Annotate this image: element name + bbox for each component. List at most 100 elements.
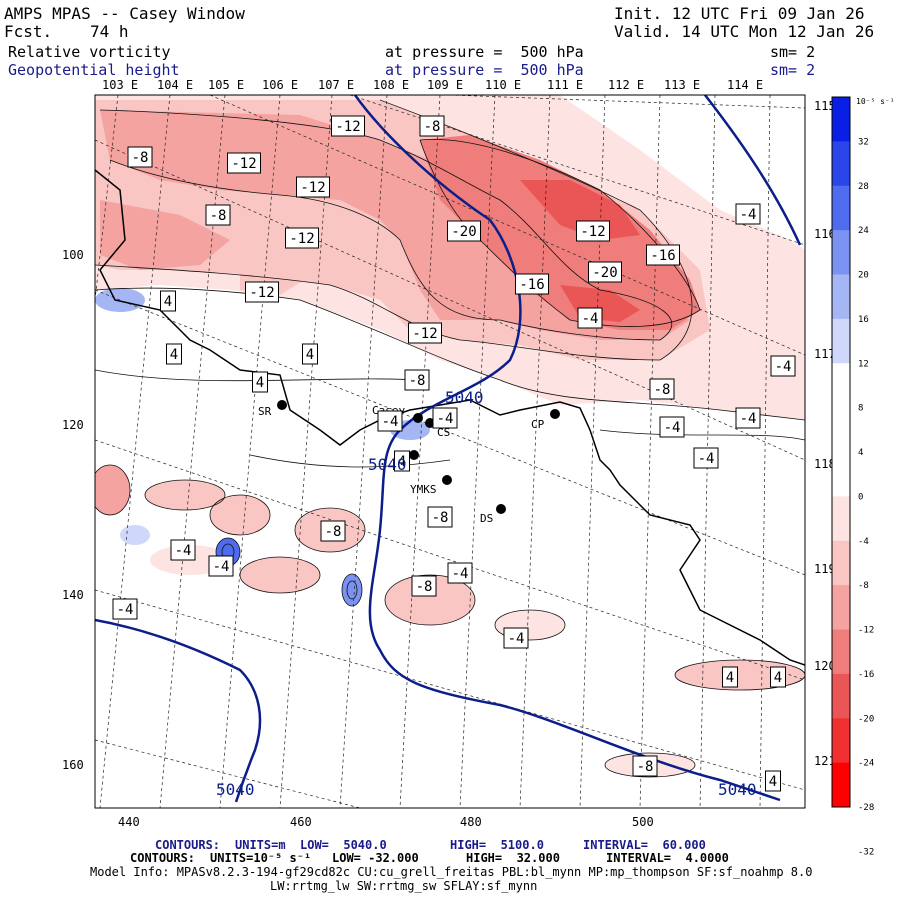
colorbar-swatch [832,496,850,542]
svg-text:-4: -4 [664,420,681,436]
contour-label: -4 [659,416,685,438]
field-pressure-height: at pressure = 500 hPa [385,61,584,79]
contours-height-high: HIGH= 5100.0 [450,838,544,852]
station-extra-marker [409,450,419,460]
y-axis: 100 120 140 160 [62,248,84,772]
contours-vort-units: UNITS=10⁻⁵ s⁻¹ [210,851,312,865]
svg-text:-4: -4 [382,414,399,430]
colorbar-swatch [832,762,850,808]
contour-label: -8 [127,146,153,168]
contours-height-low: LOW= 5040.0 [300,838,387,852]
height-value-labels: 5040 5040 5040 5040 [216,388,757,799]
svg-text:-8: -8 [637,759,654,775]
svg-text:-12: -12 [249,285,274,301]
svg-text:-4: -4 [775,359,792,375]
contour-label: -16 [646,244,680,266]
svg-text:-12: -12 [335,119,360,135]
contours-height-units: UNITS=m [235,838,286,852]
colorbar-swatch [832,363,850,409]
colorbar-label: -32 [858,847,874,857]
svg-text:-8: -8 [424,119,441,135]
svg-text:-4: -4 [698,451,715,467]
field-pressure-vorticity: at pressure = 500 hPa [385,43,584,61]
colorbar-swatch [832,407,850,453]
colorbar-swatch [832,97,850,142]
longitude-labels: 103 E 104 E 105 E 106 E 107 E 108 E 109 E 110 E… [102,78,763,92]
contour-label: -8 [427,506,453,528]
y-tick-label: 100 [62,248,84,262]
svg-text:-12: -12 [580,224,605,240]
svg-text:4: 4 [256,375,264,391]
colorbar-swatch [832,141,850,187]
contour-label: -8 [320,520,346,542]
contour-label: 4 [722,666,738,688]
vorticity-contours [95,99,805,778]
coastline [95,169,805,666]
valid-time: Valid. 14 UTC Mon 12 Jan 26 [614,22,875,41]
svg-text:-4: -4 [740,207,757,223]
contour-label: -8 [632,755,658,777]
svg-text:-8: -8 [132,150,149,166]
x-tick-label: 440 [118,815,140,829]
svg-text:4: 4 [774,670,782,686]
svg-text:4: 4 [398,454,406,470]
colorbar-label: -20 [858,714,874,724]
svg-text:-20: -20 [451,224,476,240]
station-casey-marker [413,413,423,423]
station-ymks-label: YMKS [410,483,437,496]
svg-text:-4: -4 [117,602,134,618]
contour-label: -20 [447,220,481,242]
contours-vort-low: LOW= -32.000 [332,851,419,865]
contour-label: -8 [419,115,445,137]
y-tick-label: 140 [62,588,84,602]
svg-text:-4: -4 [452,566,469,582]
station-cs-label: CS [437,426,450,439]
svg-text:-8: -8 [654,382,671,398]
contour-label: 4 [765,770,781,792]
contour-label: -4 [735,203,761,225]
colorbar-swatch [832,230,850,275]
colorbar-swatch [832,318,850,364]
contour-label: -8 [205,204,231,226]
longitude-label: 106 E [262,78,298,92]
svg-text:4: 4 [164,294,172,310]
station-sr-label: SR [258,405,272,418]
colorbar-label: 4 [858,448,863,458]
contours-height-prefix: CONTOURS: [155,838,221,852]
svg-text:-4: -4 [508,631,525,647]
colorbar-label: 28 [858,182,869,192]
contour-label: -4 [503,627,529,649]
contour-label: -4 [432,407,458,429]
svg-text:-16: -16 [519,277,544,293]
contours-vort-high: HIGH= 32.000 [466,851,560,865]
height-label: 5040 [718,780,757,799]
y-tick-label: 160 [62,758,84,772]
colorbar-label: -16 [858,670,874,680]
colorbar-swatch [832,585,850,630]
colorbar-label: -12 [858,626,874,636]
station-cp-marker [550,409,560,419]
colorbar-label: 0 [858,492,863,502]
svg-text:-4: -4 [213,559,230,575]
svg-text:4: 4 [726,670,734,686]
colorbar: 32 28 24 20 16 12 8 4 0 -4 -8 -12 -16 -20 -24 -28 -32 [831,96,874,857]
contour-label: -20 [588,261,622,283]
contour-label: -4 [693,447,719,469]
svg-text:-12: -12 [412,326,437,342]
contour-label: -12 [331,115,365,137]
contours-vort-prefix: CONTOURS: [130,851,196,865]
contour-label: -4 [770,355,796,377]
plot-area: SR Casey CS CP YMKS DS -12-8-8-12-12-8-1… [95,95,805,808]
x-tick-label: 500 [632,815,654,829]
contour-label: -4 [208,555,234,577]
longitude-label: 107 E [318,78,354,92]
contour-label: -8 [649,378,675,400]
contour-label: -4 [377,410,403,432]
x-tick-label: 480 [460,815,482,829]
svg-text:4: 4 [769,774,777,790]
forecast-hour: 74 h [90,22,129,41]
height-label: 5040 [216,780,255,799]
contours-height-interval: INTERVAL= 60.000 [583,838,706,852]
colorbar-frame [831,96,851,808]
